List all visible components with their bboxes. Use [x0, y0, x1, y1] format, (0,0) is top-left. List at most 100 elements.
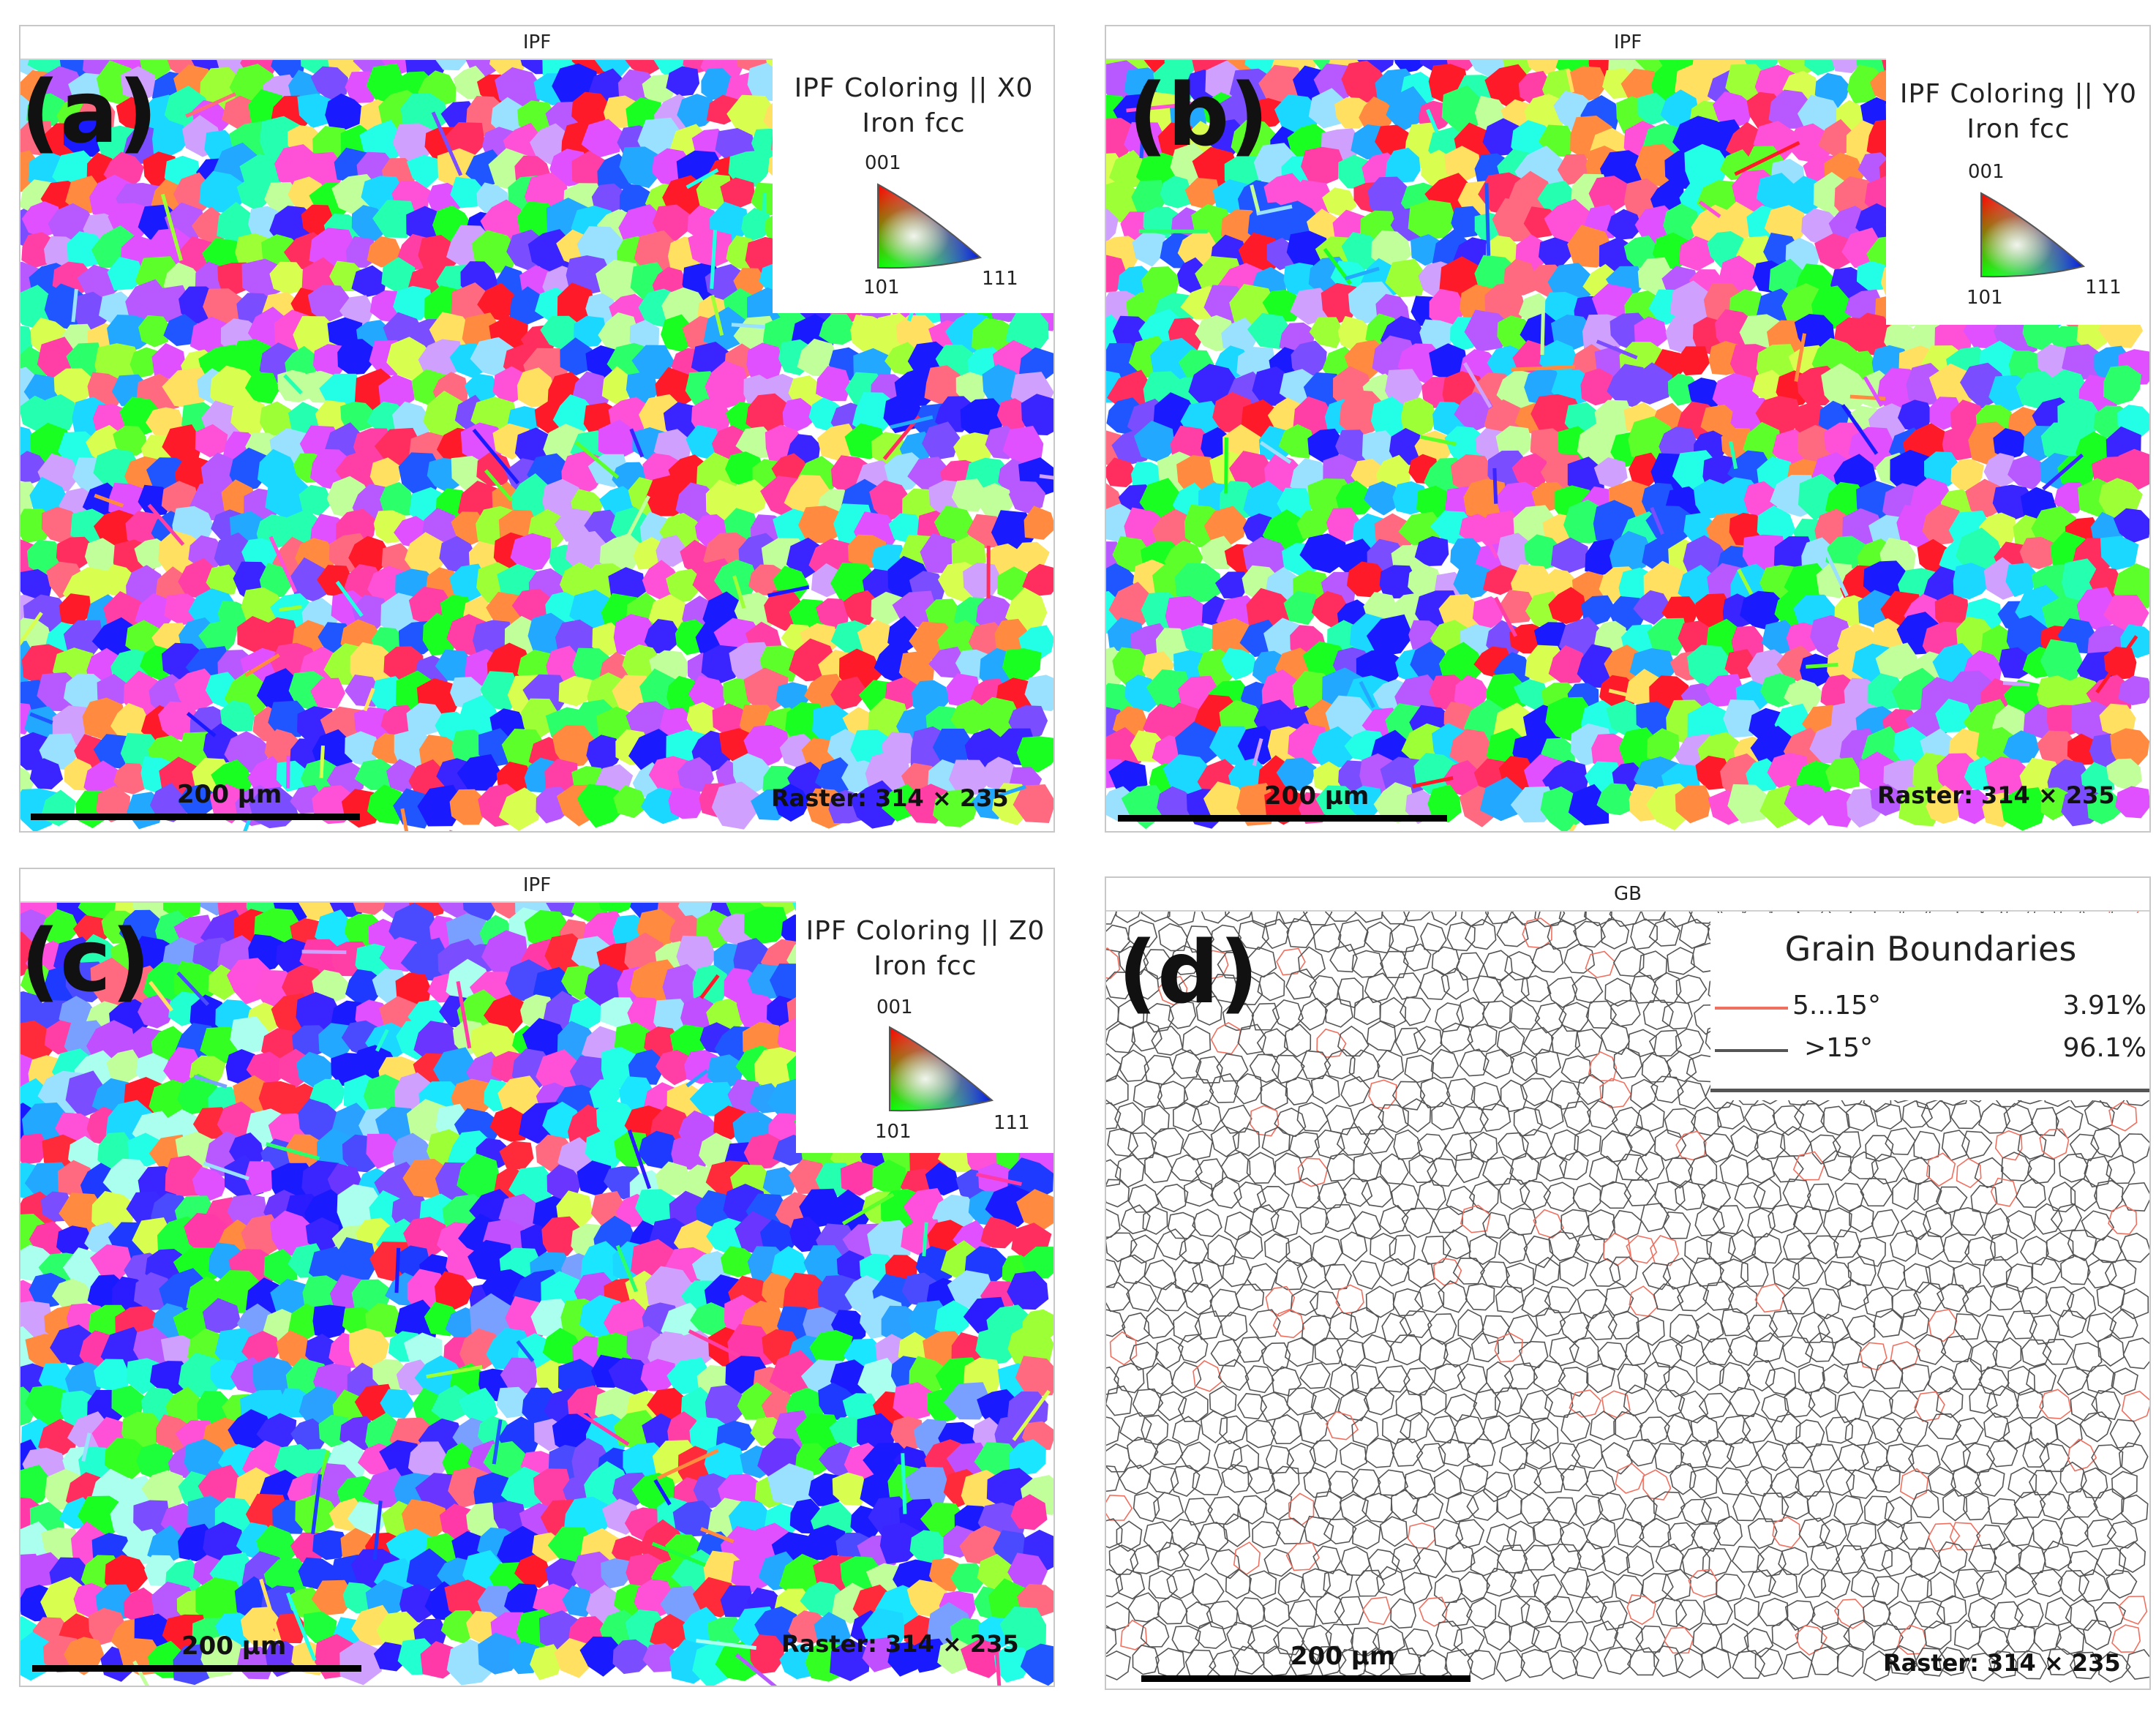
grain-boundary	[1548, 1231, 1580, 1262]
grain-boundary	[1782, 1336, 1814, 1368]
grain-boundary	[1794, 1103, 1825, 1133]
grain-boundary	[1768, 1568, 1798, 1599]
grain	[1825, 536, 1866, 569]
grain-boundary	[1969, 1383, 1998, 1414]
grain-boundary	[1847, 1522, 1877, 1551]
grain-boundary	[1400, 1411, 1430, 1444]
grain-boundary	[1650, 1075, 1684, 1104]
twin-band	[186, 711, 217, 737]
grain-boundary	[1458, 1105, 1489, 1135]
grain	[1700, 405, 1738, 439]
grain	[195, 424, 228, 458]
grain	[1400, 397, 1437, 437]
grain-boundary	[1530, 1048, 1561, 1078]
grain-boundary	[2067, 1550, 2098, 1577]
grain-boundary	[1615, 1462, 1645, 1494]
grain	[94, 1359, 130, 1391]
twin-band	[1419, 435, 1457, 446]
twin-band	[29, 712, 53, 725]
grain	[1311, 726, 1356, 769]
grain-boundary	[1119, 1049, 1150, 1082]
grain	[1427, 784, 1462, 823]
grain-boundary	[2026, 1363, 2057, 1394]
grain	[1870, 784, 1903, 816]
grain	[26, 93, 65, 127]
grain-boundary	[2119, 1232, 2149, 1263]
raster-size: Raster: 314 × 235	[1877, 781, 2115, 809]
grain-boundary	[1142, 1206, 1168, 1235]
grain-boundary	[1617, 1363, 1648, 1394]
scale-bar	[1118, 815, 1447, 822]
grain-boundary	[1626, 1647, 1660, 1676]
grain-boundary	[1986, 1385, 2019, 1418]
grain-boundary	[1361, 1596, 1391, 1626]
grain-boundary	[1351, 1211, 1382, 1240]
grain	[1359, 96, 1397, 134]
twin-band	[185, 92, 236, 119]
grain-boundary	[2027, 1154, 2056, 1184]
grain	[1322, 187, 1357, 217]
grain-boundary	[1446, 1078, 1476, 1109]
grain	[510, 533, 552, 572]
grain	[1007, 1271, 1049, 1310]
grain-boundary	[1884, 1496, 1912, 1528]
grain-boundary	[2081, 1210, 2115, 1241]
grain	[339, 1639, 382, 1686]
grain	[1157, 786, 1195, 821]
grain	[1965, 478, 2005, 518]
grain-boundary	[1961, 1130, 1993, 1160]
grain-boundary	[1106, 971, 1134, 1000]
grain-boundary	[1890, 1341, 1921, 1370]
grain-boundary	[1286, 1387, 1317, 1416]
grain-boundary	[1986, 1440, 2018, 1468]
grain	[677, 756, 714, 794]
grain-boundary	[2046, 1286, 2075, 1318]
grain	[585, 345, 618, 379]
scale-bar	[31, 814, 360, 820]
grain-boundary	[1270, 1414, 1302, 1445]
grain-boundary	[1496, 1489, 1523, 1520]
grain-boundary	[1771, 1413, 1801, 1446]
grain-boundary	[1613, 1411, 1643, 1441]
twin-band	[2042, 453, 2084, 491]
grain-boundary	[1753, 1332, 1784, 1363]
grain-boundary	[1246, 1419, 1277, 1449]
grain-boundary	[2108, 1101, 2138, 1132]
grain-boundary	[2111, 1367, 2138, 1395]
grain	[1278, 424, 1315, 459]
grain-boundary	[1533, 1465, 1565, 1494]
grain-boundary	[1675, 1180, 1706, 1211]
grain-boundary	[1237, 1023, 1266, 1055]
grain-boundary	[1560, 1055, 1592, 1084]
grain	[20, 568, 53, 604]
legend-subtitle: Iron fcc	[862, 108, 966, 138]
grain	[1315, 785, 1359, 822]
grain	[980, 756, 1019, 791]
grain-boundary	[1783, 1229, 1812, 1260]
grain-boundary	[1404, 1054, 1435, 1083]
grain	[598, 419, 638, 461]
grain-boundary	[1433, 1574, 1463, 1604]
grain-boundary	[1798, 1568, 1827, 1599]
grain-boundary	[2118, 1442, 2149, 1474]
grain-boundary	[1355, 1569, 1386, 1597]
grain-boundary	[1498, 1132, 1529, 1161]
grain-boundary	[1962, 1443, 1995, 1473]
grain	[469, 1293, 515, 1340]
grain-boundary	[1435, 1620, 1463, 1652]
grain-boundary	[1452, 1257, 1485, 1285]
grain	[366, 63, 405, 102]
grain-boundary	[1351, 1468, 1381, 1500]
twin-band	[686, 168, 719, 189]
grain-boundary	[1323, 1048, 1356, 1080]
grain-boundary	[1834, 1182, 1865, 1212]
grain-boundary	[1417, 1179, 1446, 1211]
twin-band	[922, 1222, 928, 1257]
grain	[2057, 455, 2096, 490]
grain-boundary	[1885, 1443, 1915, 1474]
grain-boundary	[1844, 1417, 1874, 1446]
gb-line-high-angle	[1715, 1049, 1788, 1052]
grain-boundary	[1433, 1518, 1464, 1550]
grain-boundary	[1106, 997, 1120, 1031]
grain-boundary	[1588, 1209, 1615, 1241]
